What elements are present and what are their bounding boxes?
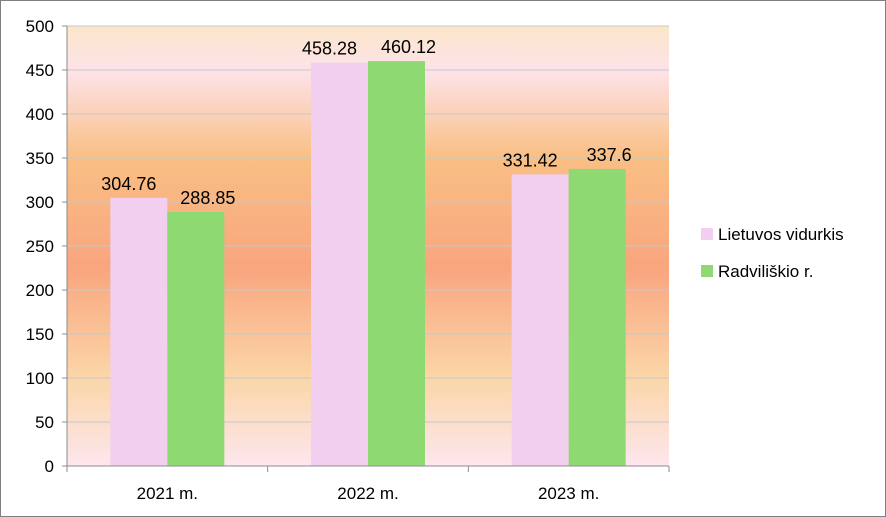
axes: 0 50 100 150 200 250 300 350 400 450 500 2021 m. 202…	[26, 17, 670, 503]
y-tick-label: 150	[26, 325, 54, 344]
y-tick-label: 450	[26, 61, 54, 80]
y-tick-label: 250	[26, 237, 54, 256]
data-label: 331.42	[503, 150, 558, 170]
y-tick-label: 350	[26, 149, 54, 168]
x-tick-label: 2023 m.	[538, 484, 599, 503]
legend: Lietuvos vidurkis Radviliškio r.	[701, 225, 844, 281]
data-label: 458.28	[302, 39, 357, 59]
legend-label: Lietuvos vidurkis	[718, 225, 844, 244]
y-tick-label: 400	[26, 105, 54, 124]
bar	[110, 197, 168, 466]
y-tick-label: 50	[35, 413, 54, 432]
data-label: 304.76	[101, 174, 156, 194]
x-tick-label: 2021 m.	[137, 484, 198, 503]
bar	[568, 168, 626, 467]
data-label: 337.6	[587, 145, 632, 165]
y-tick-label: 300	[26, 193, 54, 212]
legend-label: Radviliškio r.	[718, 262, 813, 281]
data-label: 288.85	[180, 188, 235, 208]
x-tick-label: 2022 m.	[337, 484, 398, 503]
bar	[167, 211, 225, 466]
y-tick-label: 100	[26, 369, 54, 388]
bars	[110, 61, 626, 467]
y-tick-label: 500	[26, 17, 54, 36]
bar	[368, 61, 425, 467]
bar	[511, 174, 569, 466]
data-labels: 304.76 288.85 458.28 460.12 331.42 337.6	[101, 37, 631, 208]
y-tick-label: 200	[26, 281, 54, 300]
bar	[311, 62, 368, 467]
legend-swatch	[701, 228, 713, 240]
legend-swatch	[701, 265, 713, 277]
y-tick-label: 0	[45, 457, 54, 476]
data-label: 460.12	[381, 37, 436, 57]
